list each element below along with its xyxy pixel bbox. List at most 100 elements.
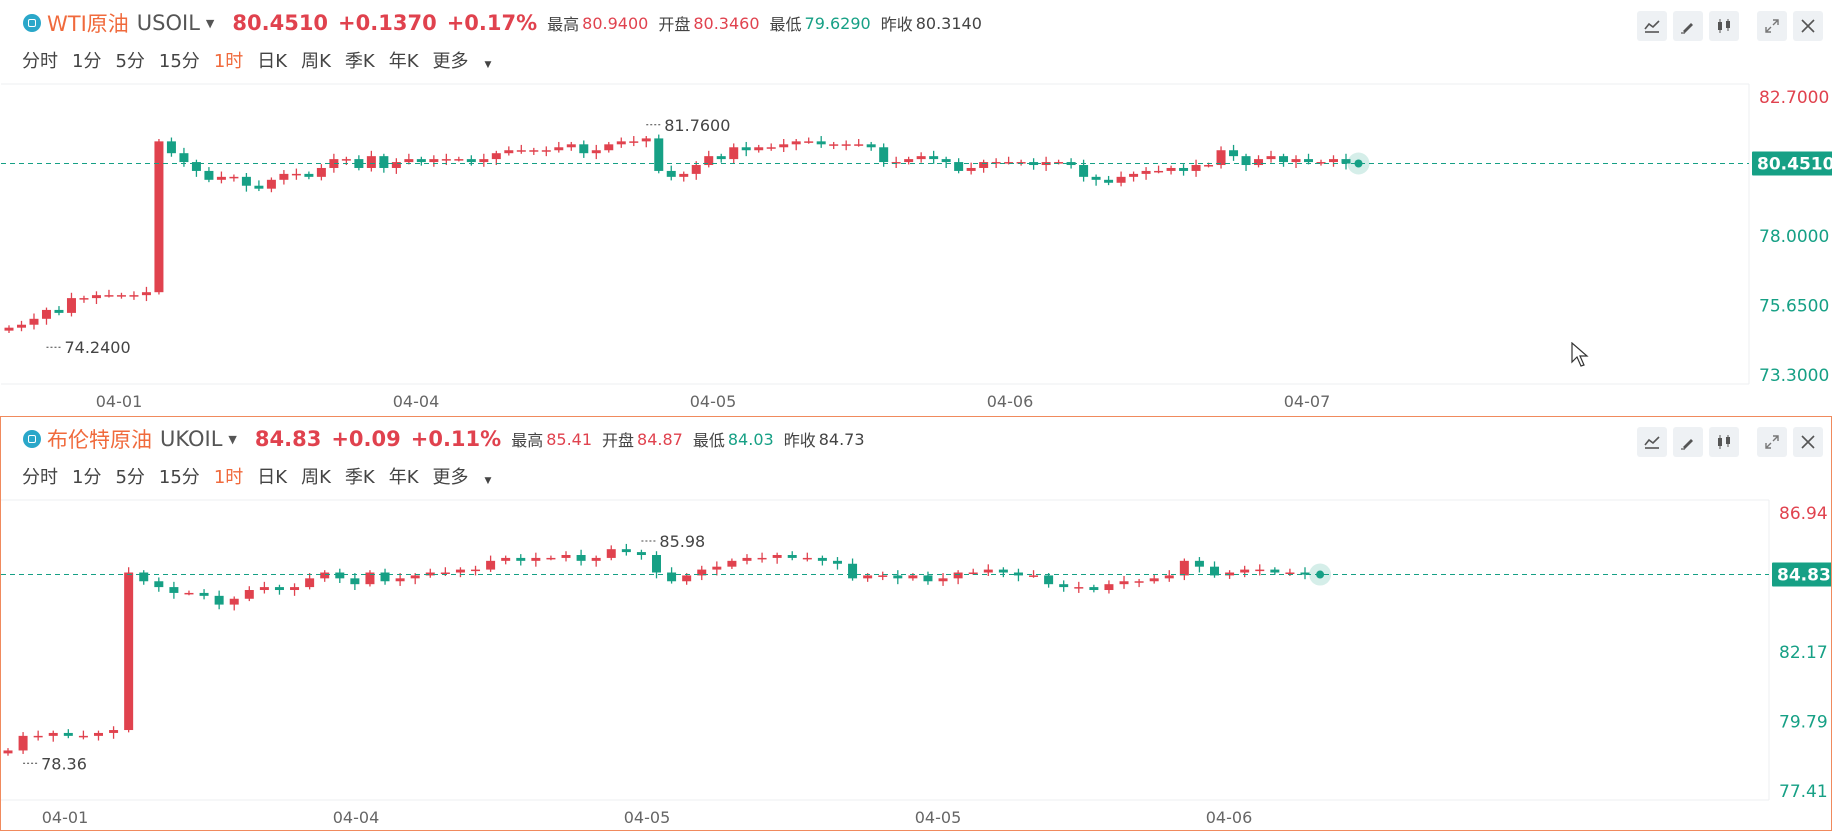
tab-more[interactable]: 更多 ▼ (433, 47, 506, 73)
tab-period[interactable]: 日K (257, 467, 288, 488)
candle-body (379, 156, 389, 168)
candle-style-button[interactable] (1709, 11, 1739, 41)
candle-body (391, 162, 401, 168)
tab-period[interactable]: 5分 (115, 51, 145, 72)
tab-period[interactable]: 分时 (22, 51, 58, 72)
indicator-icon (1644, 436, 1660, 449)
tab-period[interactable]: 周K (301, 51, 331, 72)
stat-low-label: 最低 (692, 431, 725, 450)
expand-icon (1765, 435, 1779, 449)
candle-body (566, 144, 576, 148)
wti-header: WTI原油 USOIL ▼ 80.4510 +0.1370 +0.17% 最高 … (23, 9, 982, 37)
candle-body (1229, 150, 1239, 157)
candle-body (554, 147, 564, 151)
candle-body (1074, 587, 1084, 589)
candle-body (866, 144, 876, 148)
tab-period[interactable]: 季K (344, 467, 375, 488)
candle-body (154, 141, 164, 293)
chart-toolbar (1631, 427, 1823, 457)
candle-body (691, 165, 701, 174)
candle-body (891, 162, 901, 164)
candle-body (754, 147, 764, 151)
x-tick-label: 04-05 (915, 808, 962, 827)
expand-button[interactable] (1757, 427, 1787, 457)
symbol-selector[interactable]: UKOIL (160, 427, 223, 451)
close-button[interactable] (1793, 11, 1823, 41)
candle-body (1191, 165, 1201, 171)
tab-period[interactable]: 年K (388, 467, 419, 488)
candle-body (380, 572, 390, 582)
candle-body (1119, 581, 1129, 585)
candle-body (682, 575, 692, 582)
indicator-button[interactable] (1637, 427, 1667, 457)
tab-period[interactable]: 15分 (158, 467, 200, 488)
tab-period[interactable]: 周K (301, 467, 331, 488)
candle-body (704, 156, 714, 166)
candle-body (4, 327, 14, 331)
chevron-down-icon[interactable]: ▼ (205, 16, 215, 30)
tab-period[interactable]: 季K (344, 51, 375, 72)
last-price: 84.83 (254, 427, 322, 451)
tab-period[interactable]: 日K (257, 51, 288, 72)
candle-body (305, 578, 315, 588)
ukoil-panel: 86.94 82.17 79.79 77.41 04-01 04-04 04-05 04-05… (0, 416, 1832, 831)
tab-period[interactable]: 5分 (115, 467, 145, 488)
candle-body (491, 153, 501, 160)
candle-body (1204, 165, 1214, 167)
x-tick-label: 04-07 (1284, 392, 1331, 411)
candle-body (531, 557, 541, 561)
candle-style-icon (1718, 435, 1730, 449)
current-price-tag (1752, 151, 1832, 176)
candle-body (1029, 162, 1039, 166)
candle-body (1016, 162, 1026, 164)
candle-body (923, 575, 933, 582)
candle-body (66, 298, 76, 313)
tab-period-active[interactable]: 1时 (213, 467, 244, 488)
chevron-down-icon[interactable]: ▼ (228, 432, 237, 446)
indicator-button[interactable] (1637, 11, 1667, 41)
stat-prevclose-value: 84.73 (818, 429, 865, 449)
tab-period[interactable]: 分时 (22, 467, 58, 488)
ukoil-candle-chart[interactable]: 86.94 82.17 79.79 77.41 04-01 04-04 04-05 04-05… (1, 417, 1831, 830)
close-button[interactable] (1793, 427, 1823, 457)
ukoil-header: 布伦特原油 UKOIL ▼ 84.83 +0.09 +0.11% 最高 85.4… (23, 425, 865, 453)
candle-body (727, 560, 737, 567)
candle-body (1154, 170, 1164, 173)
candle-body (802, 557, 812, 560)
candle-style-button[interactable] (1709, 427, 1739, 457)
tab-more[interactable]: 更多 ▼ (433, 463, 506, 489)
candle-body (1285, 572, 1295, 575)
candle-body (787, 555, 797, 558)
x-tick-label: 04-06 (987, 392, 1034, 411)
candle-body (29, 318, 39, 325)
draw-button[interactable] (1673, 427, 1703, 457)
stat-high-label: 最高 (511, 431, 544, 450)
tab-period[interactable]: 1分 (72, 467, 102, 488)
candle-body (466, 159, 476, 163)
tab-period[interactable]: 15分 (158, 51, 200, 72)
candle-body (1004, 162, 1014, 164)
candle-body (199, 592, 209, 596)
candle-body (729, 147, 739, 160)
tab-period[interactable]: 年K (388, 51, 419, 72)
candle-body (454, 159, 464, 161)
candle-body (229, 598, 239, 605)
candle-body (1254, 159, 1264, 166)
candle-body (425, 572, 435, 576)
expand-icon (1765, 19, 1779, 33)
more-label: 更多 (432, 51, 469, 72)
expand-button[interactable] (1757, 11, 1787, 41)
tab-period[interactable]: 1分 (72, 51, 102, 72)
candle-body (1066, 162, 1076, 166)
chart-toolbar (1631, 11, 1823, 41)
candle-body (766, 147, 776, 149)
draw-button[interactable] (1673, 11, 1703, 41)
wti-candle-chart[interactable]: 82.7000 78.0000 75.6500 73.3000 04-01 04-04 04… (1, 1, 1832, 416)
high-marker-label: 81.7600 (664, 116, 730, 135)
draw-pen-icon (1681, 23, 1693, 34)
tab-period-active[interactable]: 1时 (213, 51, 244, 72)
symbol-selector[interactable]: USOIL (136, 11, 200, 35)
y-tick-label: 77.41 (1779, 782, 1828, 802)
candle-body (48, 732, 58, 736)
candle-body (410, 575, 420, 579)
